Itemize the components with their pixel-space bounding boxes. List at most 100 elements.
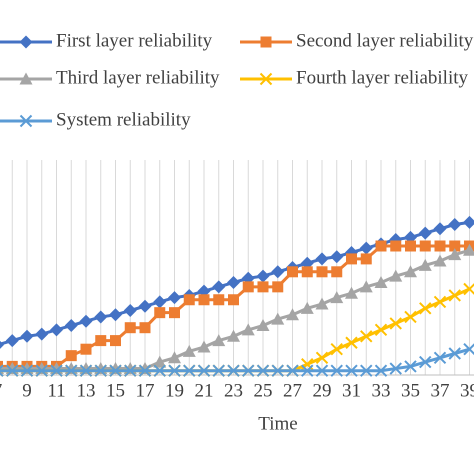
marker <box>241 323 255 336</box>
marker <box>94 364 107 377</box>
marker <box>271 364 284 377</box>
marker <box>434 240 446 252</box>
legend-item: Fourth layer reliability <box>240 67 469 88</box>
x-tick-label: 21 <box>195 380 214 401</box>
marker <box>418 226 432 240</box>
marker <box>50 323 63 337</box>
marker <box>389 362 402 375</box>
marker <box>256 319 270 332</box>
marker <box>449 240 461 252</box>
legend-item: System reliability <box>0 109 191 130</box>
x-tick-label: 29 <box>313 380 332 401</box>
x-tick-label: 13 <box>77 380 96 401</box>
marker <box>50 364 63 377</box>
marker <box>315 351 329 365</box>
marker <box>19 114 33 128</box>
marker <box>79 314 93 328</box>
marker <box>213 294 225 306</box>
marker <box>374 364 388 377</box>
marker <box>272 281 284 293</box>
marker <box>153 295 167 309</box>
marker <box>80 343 92 355</box>
x-tick-label: 31 <box>342 380 361 401</box>
marker <box>0 364 4 377</box>
marker <box>259 72 273 86</box>
marker <box>448 289 461 302</box>
marker <box>448 347 461 360</box>
marker <box>360 364 373 377</box>
marker <box>463 215 474 229</box>
marker <box>242 364 255 377</box>
marker <box>448 218 462 231</box>
x-tick-label: 9 <box>22 380 32 401</box>
series-line <box>0 244 470 368</box>
marker <box>330 291 344 304</box>
legend-label: First layer reliability <box>56 30 213 51</box>
marker <box>0 340 4 349</box>
marker <box>375 240 387 252</box>
marker <box>287 266 298 278</box>
x-tick-label: 23 <box>224 380 243 401</box>
legend-label: Fourth layer reliability <box>296 67 469 88</box>
marker <box>330 342 343 356</box>
x-tick-label: 37 <box>431 380 450 401</box>
x-tick-label: 39 <box>460 380 474 401</box>
marker <box>390 240 402 252</box>
marker <box>374 323 388 337</box>
x-tick-label: 35 <box>401 380 420 401</box>
marker <box>197 364 211 377</box>
marker <box>198 294 210 306</box>
marker <box>95 335 107 347</box>
marker <box>260 36 272 48</box>
marker <box>19 72 33 85</box>
marker <box>20 329 34 343</box>
marker <box>79 364 93 377</box>
x-tick-label: 19 <box>165 380 184 401</box>
x-tick-label: 7 <box>0 380 2 401</box>
marker <box>35 364 48 377</box>
marker <box>433 254 447 267</box>
marker <box>359 241 373 255</box>
marker <box>183 294 195 306</box>
marker <box>6 364 19 377</box>
legend-item: Second layer reliability <box>240 30 474 51</box>
marker <box>227 364 240 377</box>
marker <box>330 250 344 264</box>
marker <box>109 364 122 377</box>
marker <box>359 280 373 293</box>
marker <box>5 334 19 348</box>
marker <box>227 276 240 290</box>
marker <box>183 364 196 377</box>
legend-label: Third layer reliability <box>56 67 220 88</box>
marker <box>345 364 358 377</box>
marker <box>419 302 432 315</box>
marker <box>345 245 358 259</box>
marker <box>168 351 181 364</box>
marker <box>256 269 270 283</box>
marker <box>227 329 240 342</box>
marker <box>212 364 225 377</box>
marker <box>300 301 314 314</box>
marker <box>256 364 270 377</box>
marker <box>448 248 462 261</box>
x-tick-label: 15 <box>106 380 125 401</box>
legend-label: Second layer reliability <box>296 30 474 51</box>
marker <box>315 252 329 266</box>
marker <box>345 336 358 349</box>
marker <box>154 307 166 319</box>
marker <box>463 243 474 256</box>
x-tick-label: 17 <box>136 380 155 401</box>
marker <box>138 299 152 313</box>
marker <box>301 364 314 377</box>
x-tick-label: 27 <box>283 380 302 401</box>
marker <box>212 334 226 347</box>
marker <box>389 269 403 282</box>
marker <box>197 340 211 353</box>
marker <box>212 280 226 294</box>
marker <box>433 295 447 309</box>
x-tick-label: 11 <box>47 380 65 401</box>
marker <box>331 266 343 278</box>
legend-label: System reliability <box>56 109 191 130</box>
